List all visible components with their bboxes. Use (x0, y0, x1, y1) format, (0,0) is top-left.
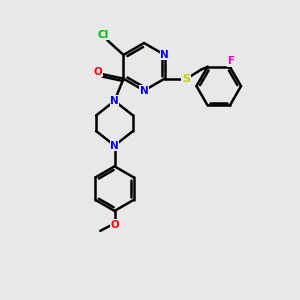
Text: O: O (110, 220, 119, 230)
Text: S: S (182, 74, 190, 84)
Text: Cl: Cl (97, 30, 108, 40)
Text: N: N (160, 50, 169, 60)
Text: N: N (140, 85, 148, 96)
Text: F: F (228, 56, 235, 66)
Text: N: N (110, 140, 119, 151)
Text: O: O (94, 67, 103, 77)
Text: N: N (110, 96, 119, 106)
